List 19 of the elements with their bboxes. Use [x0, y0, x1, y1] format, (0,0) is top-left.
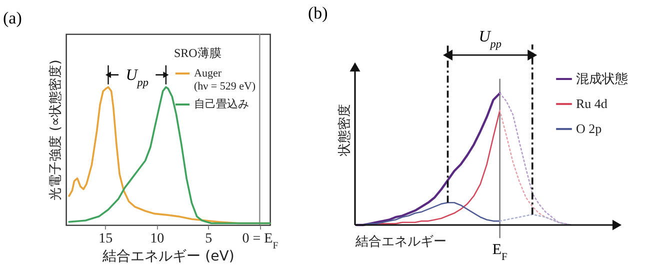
annotation: U$_{pp}$ — [126, 66, 149, 89]
legend-label: O 2p — [576, 121, 602, 136]
y-axis-title: 状態密度 — [336, 104, 352, 157]
text: U$_{pp}$ — [478, 28, 502, 51]
x-tick-label: 5 — [205, 232, 212, 246]
x-axis-title: 結合エネルギー — [354, 234, 446, 250]
chart-title: (b) — [308, 4, 328, 23]
legend-label: Ru 4d — [576, 96, 608, 111]
x-axis-title: 結合エネルギー (eV) — [102, 248, 234, 264]
legend-label: 自己畳込み — [194, 98, 249, 110]
chart-title: (a) — [3, 8, 22, 28]
x-tick-label: 10 — [150, 232, 164, 246]
legend-label: 混成状態 — [576, 71, 628, 86]
text: E$_{F}$ — [492, 242, 508, 263]
legend-label: Auger (hν = 529 eV) — [194, 68, 256, 92]
y-axis-title: 光電子強度 (∝状態密度) — [48, 60, 64, 200]
x-tick-label: 0 = E$_{F}$ — [242, 232, 279, 251]
legend-title: SRO薄膜 — [174, 46, 222, 60]
x-tick-label: 15 — [98, 232, 113, 246]
